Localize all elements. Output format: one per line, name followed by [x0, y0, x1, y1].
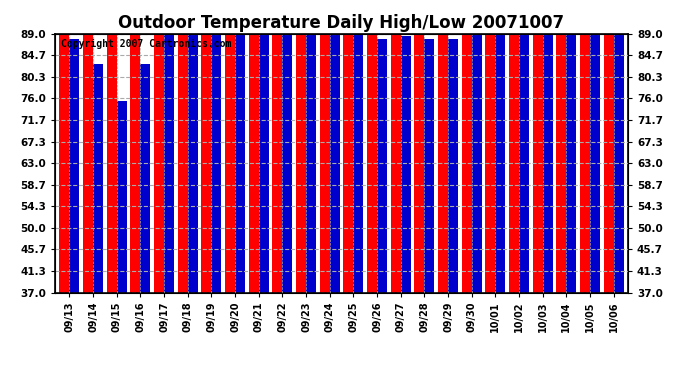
- Bar: [249, 0, 259, 292]
- Bar: [424, 39, 434, 292]
- Bar: [580, 0, 590, 292]
- Text: Copyright 2007 Cartronics.com: Copyright 2007 Cartronics.com: [61, 39, 231, 49]
- Bar: [117, 101, 127, 292]
- Bar: [495, 9, 505, 292]
- Bar: [556, 0, 566, 292]
- Bar: [590, 0, 600, 292]
- Bar: [83, 0, 93, 292]
- Title: Outdoor Temperature Daily High/Low 20071007: Outdoor Temperature Daily High/Low 20071…: [119, 14, 564, 32]
- Bar: [486, 0, 495, 292]
- Bar: [391, 0, 401, 292]
- Bar: [211, 16, 221, 292]
- Bar: [188, 0, 197, 292]
- Bar: [330, 0, 339, 292]
- Bar: [462, 0, 472, 292]
- Bar: [377, 39, 387, 292]
- Bar: [613, 0, 624, 292]
- Bar: [448, 39, 458, 292]
- Bar: [225, 0, 235, 292]
- Bar: [509, 0, 519, 292]
- Bar: [201, 0, 211, 292]
- Bar: [401, 36, 411, 292]
- Bar: [273, 0, 282, 292]
- Bar: [519, 9, 529, 292]
- Bar: [344, 0, 353, 292]
- Bar: [259, 0, 268, 292]
- Bar: [130, 0, 140, 292]
- Bar: [472, 19, 482, 292]
- Bar: [235, 26, 245, 292]
- Bar: [107, 0, 117, 292]
- Bar: [543, 16, 553, 292]
- Bar: [70, 39, 79, 292]
- Bar: [438, 0, 448, 292]
- Bar: [296, 0, 306, 292]
- Bar: [415, 0, 424, 292]
- Bar: [154, 0, 164, 292]
- Bar: [533, 0, 543, 292]
- Bar: [93, 64, 103, 292]
- Bar: [178, 0, 188, 292]
- Bar: [140, 64, 150, 292]
- Bar: [604, 0, 613, 292]
- Bar: [59, 0, 70, 292]
- Bar: [353, 9, 364, 292]
- Bar: [164, 19, 174, 292]
- Bar: [566, 11, 576, 292]
- Bar: [367, 0, 377, 292]
- Bar: [282, 0, 293, 292]
- Bar: [306, 6, 316, 292]
- Bar: [319, 0, 330, 292]
